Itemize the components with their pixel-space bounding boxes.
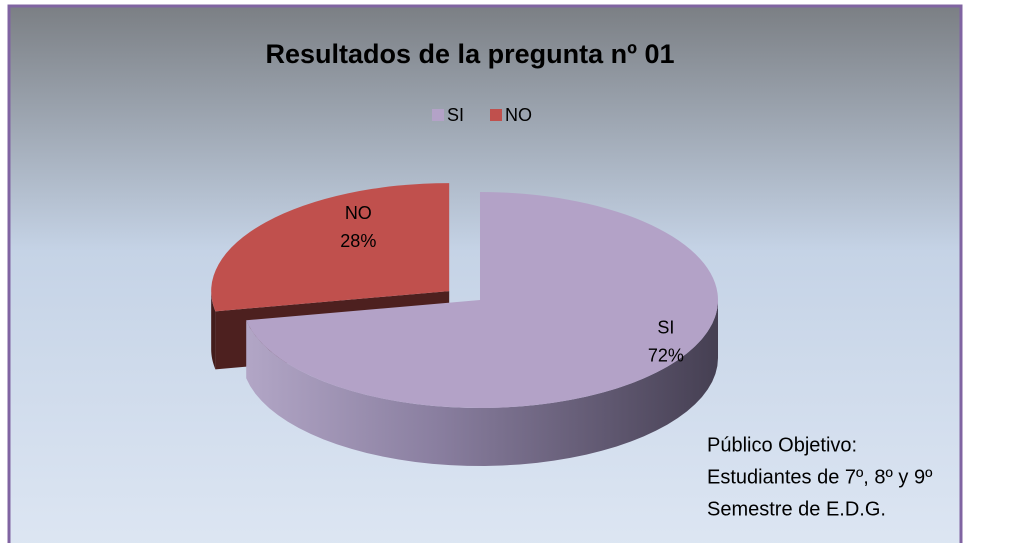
legend-swatch xyxy=(432,109,444,121)
data-label-name: SI xyxy=(657,318,674,338)
annotation-line: Estudiantes de 7º, 8º y 9º xyxy=(707,466,933,488)
slice-side xyxy=(246,300,718,466)
data-label-value: 28% xyxy=(340,231,376,251)
slice xyxy=(211,183,450,312)
data-labels: NO 28% SI 72% xyxy=(340,203,684,366)
legend-label: SI xyxy=(447,105,464,125)
slice-side xyxy=(211,291,216,370)
legend-swatch xyxy=(490,109,502,121)
pie xyxy=(211,183,718,466)
legend-label: NO xyxy=(505,105,532,125)
annotation: Público Objetivo: Estudiantes de 7º, 8º y… xyxy=(707,434,933,520)
data-label-value: 72% xyxy=(648,346,684,366)
legend: SI NO xyxy=(432,105,532,125)
annotation-line: Semestre de E.D.G. xyxy=(707,498,886,520)
data-label-name: NO xyxy=(345,203,372,223)
slice xyxy=(246,192,718,408)
chart-title: Resultados de la pregunta nº 01 xyxy=(266,39,675,69)
annotation-line: Público Objetivo: xyxy=(707,434,857,456)
